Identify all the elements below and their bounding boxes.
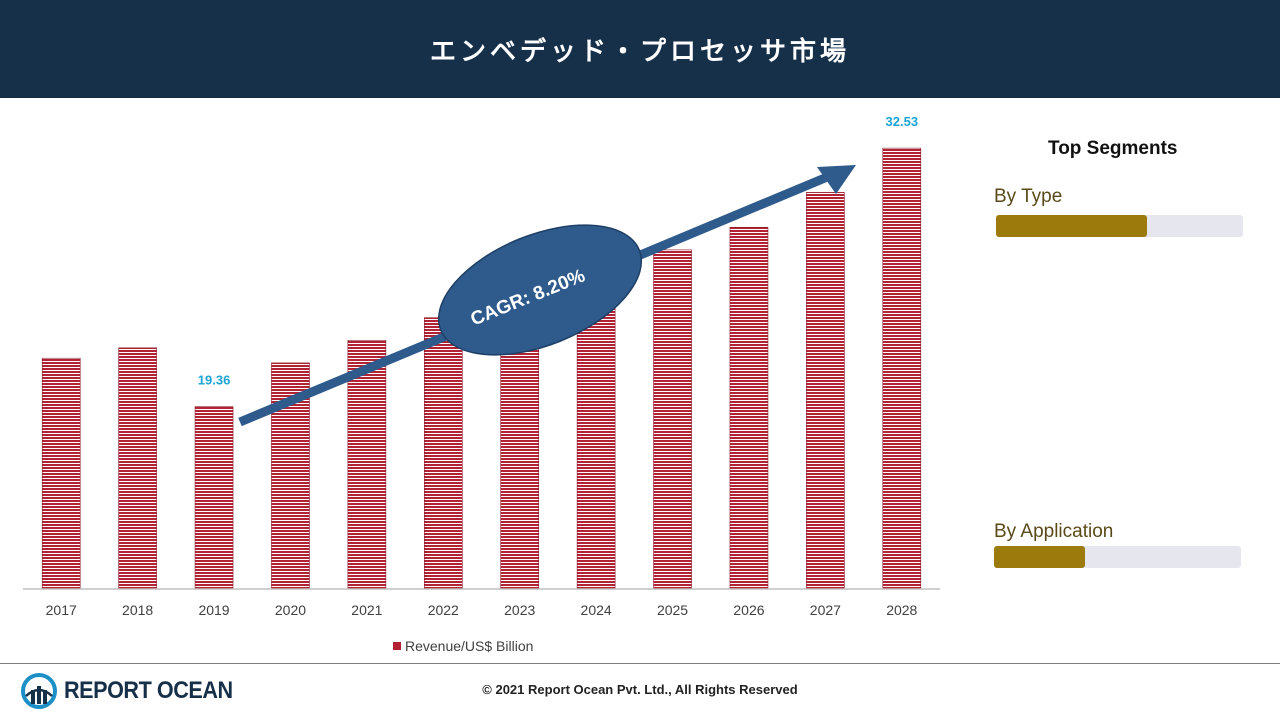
cagr-bubble: CAGR: 8.20% [437, 224, 643, 356]
segment-track-application [994, 546, 1241, 568]
bar-2021 [347, 340, 387, 590]
x-tick-2027: 2027 [810, 602, 841, 618]
data-label-2028: 32.53 [886, 114, 919, 129]
bar-2028 [882, 147, 922, 590]
segment-fill-type [996, 215, 1147, 237]
segment-track-type [996, 215, 1243, 237]
bar-2026 [729, 226, 769, 590]
bar-2025 [653, 249, 692, 590]
segments-title: Top Segments [1048, 138, 1178, 159]
bar-2022 [423, 317, 463, 590]
report-ocean-logo: REPORT OCEAN [20, 672, 251, 710]
segment-label-application: By Application [994, 521, 1114, 542]
x-tick-2028: 2028 [886, 602, 917, 618]
data-label-2019: 19.36 [198, 373, 231, 388]
footer-divider [0, 663, 1280, 664]
x-tick-2021: 2021 [351, 602, 382, 618]
copyright-text: © 2021 Report Ocean Pvt. Ltd., All Right… [482, 682, 798, 697]
bar-2019 [194, 406, 234, 590]
x-tick-2018: 2018 [122, 602, 153, 618]
bar-chart: 2017 2018 2019 2020 2021 2022 2023 2024 2025 2026… [23, 114, 940, 618]
x-tick-2026: 2026 [733, 602, 764, 618]
page-title: エンベデッド・プロセッサ市場 [429, 36, 850, 67]
logo-text: REPORT OCEAN [64, 677, 233, 704]
report-ocean-logo-icon [21, 673, 57, 709]
x-tick-2024: 2024 [581, 602, 612, 618]
x-tick-2025: 2025 [657, 602, 688, 618]
x-tick-2017: 2017 [46, 602, 77, 618]
legend-label: Revenue/US$ Billion [405, 638, 534, 654]
bar-2027 [806, 192, 845, 590]
chart-legend: Revenue/US$ Billion [393, 638, 533, 654]
segment-fill-application [994, 546, 1086, 568]
x-tick-2023: 2023 [504, 602, 535, 618]
bar-2017 [41, 357, 81, 590]
bar-2018 [118, 347, 157, 590]
x-tick-2019: 2019 [198, 602, 229, 618]
x-tick-2022: 2022 [428, 602, 459, 618]
segment-label-type: By Type [994, 186, 1063, 207]
legend-swatch [393, 642, 401, 650]
x-tick-2020: 2020 [275, 602, 306, 618]
header-bar: エンベデッド・プロセッサ市場 [0, 0, 1280, 98]
